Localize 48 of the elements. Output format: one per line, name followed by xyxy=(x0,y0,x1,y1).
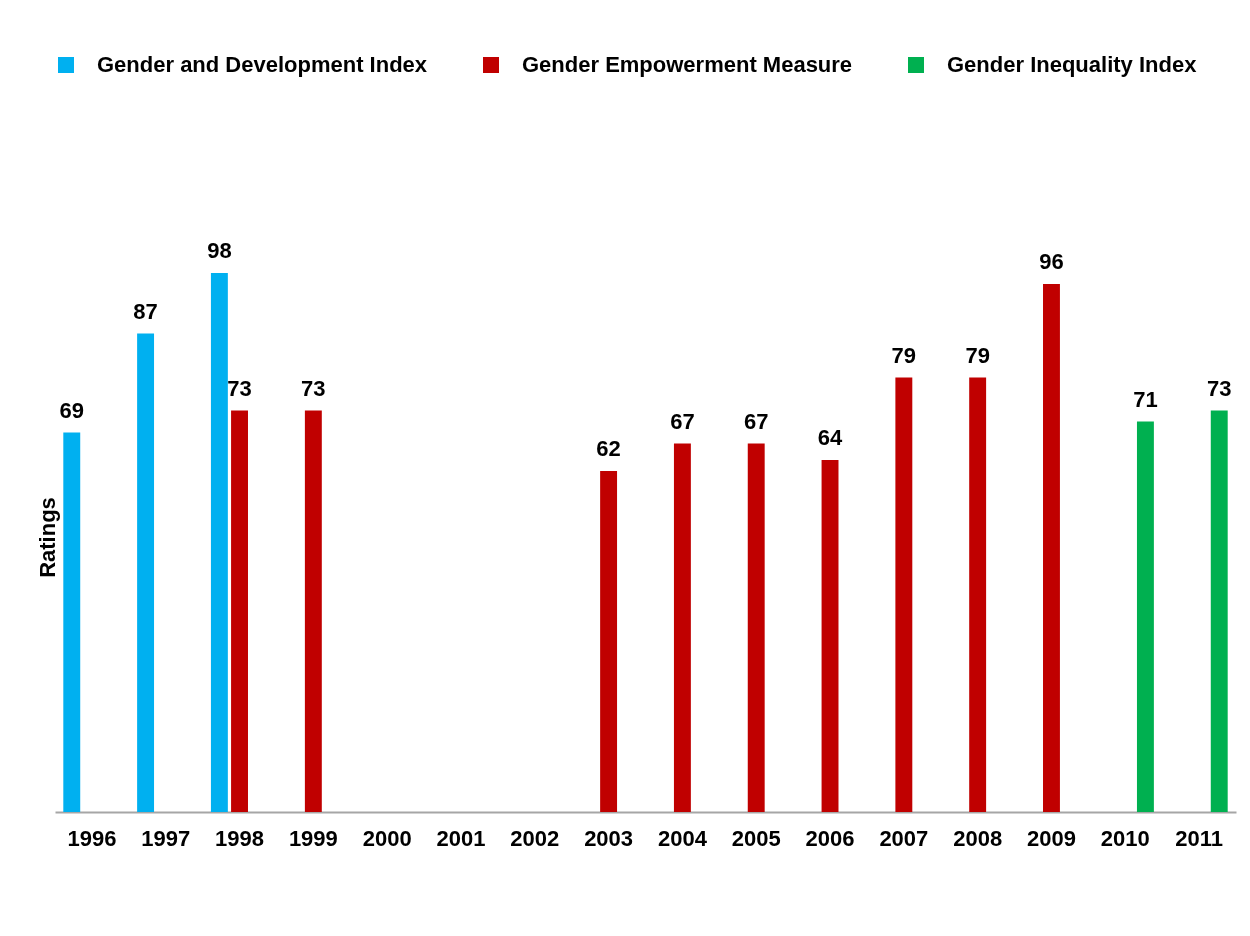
bar xyxy=(231,410,248,812)
data-label: 79 xyxy=(965,342,990,368)
x-tick-label: 1997 xyxy=(141,825,191,851)
y-axis-title: Ratings xyxy=(34,497,60,578)
x-tick-label: 2008 xyxy=(953,825,1003,851)
bar xyxy=(1210,410,1228,812)
legend-label: Gender Inequality Index xyxy=(947,52,1198,77)
x-tick-label: 2011 xyxy=(1175,825,1223,851)
data-label: 62 xyxy=(596,436,621,461)
bar xyxy=(1136,421,1154,812)
data-label: 98 xyxy=(207,238,232,263)
data-label: 64 xyxy=(817,425,844,450)
x-tick-label: 2003 xyxy=(584,825,634,851)
data-label: 79 xyxy=(891,342,917,368)
x-tick-label: 2006 xyxy=(805,825,855,851)
data-label: 73 xyxy=(1206,375,1232,401)
x-tick-label: 2009 xyxy=(1026,825,1076,851)
bar xyxy=(969,377,987,812)
x-tick-label: 2005 xyxy=(731,825,781,851)
bar xyxy=(821,460,839,812)
bar xyxy=(63,432,81,812)
data-label: 87 xyxy=(133,298,158,324)
x-tick-label: 2010 xyxy=(1100,825,1150,851)
data-label: 96 xyxy=(1039,249,1064,274)
x-tick-label: 2004 xyxy=(657,825,708,851)
bar xyxy=(137,333,155,812)
data-label: 67 xyxy=(743,408,769,434)
x-tick-label: 1996 xyxy=(67,825,117,851)
x-tick-label: 2007 xyxy=(879,825,929,851)
data-label: 67 xyxy=(670,408,695,434)
legend-label: Gender Empowerment Measure xyxy=(522,52,853,77)
data-label: 73 xyxy=(227,375,252,401)
x-tick-label: 1998 xyxy=(215,825,265,851)
x-tick-label: 2001 xyxy=(436,825,486,851)
bar xyxy=(304,410,322,812)
bar xyxy=(210,273,228,812)
bar xyxy=(1043,284,1060,812)
legend-label: Gender and Development Index xyxy=(97,52,428,77)
data-label: 69 xyxy=(59,397,85,423)
x-tick-label: 2002 xyxy=(510,825,560,851)
bar xyxy=(747,443,765,812)
bar xyxy=(673,443,691,812)
data-label: 73 xyxy=(301,375,326,401)
x-tick-label: 1999 xyxy=(288,825,338,851)
bar xyxy=(895,377,913,812)
bar xyxy=(600,471,618,812)
data-label: 71 xyxy=(1133,386,1158,412)
x-tick-label: 2000 xyxy=(362,825,412,851)
